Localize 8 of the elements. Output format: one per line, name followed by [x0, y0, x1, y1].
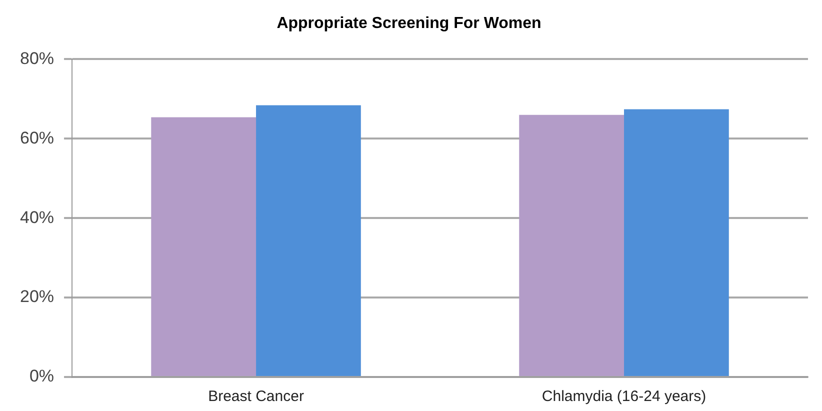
x-tick-label: Breast Cancer — [208, 388, 304, 406]
y-tick-label: 40% — [20, 208, 54, 227]
y-tick-label: 20% — [20, 287, 54, 306]
chart-title: Appropriate Screening For Women — [276, 15, 542, 32]
x-tick-label: Chlamydia (16-24 years) — [542, 388, 706, 406]
y-tick-label: 80% — [20, 48, 54, 68]
y-tick-label: 60% — [20, 128, 54, 148]
y-tick-label: 0% — [29, 366, 54, 386]
